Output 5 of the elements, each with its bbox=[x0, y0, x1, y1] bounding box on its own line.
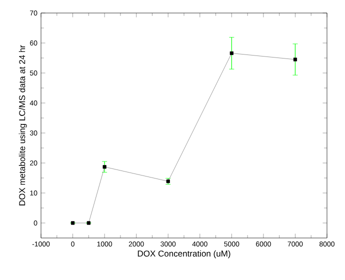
point bbox=[230, 51, 234, 55]
point bbox=[102, 165, 106, 169]
x-axis-title: DOX Concentration (uM) bbox=[138, 250, 230, 258]
y-axis-title: DOX metabolite using LC/MS data at 24 hr bbox=[18, 45, 27, 206]
point bbox=[293, 58, 298, 62]
